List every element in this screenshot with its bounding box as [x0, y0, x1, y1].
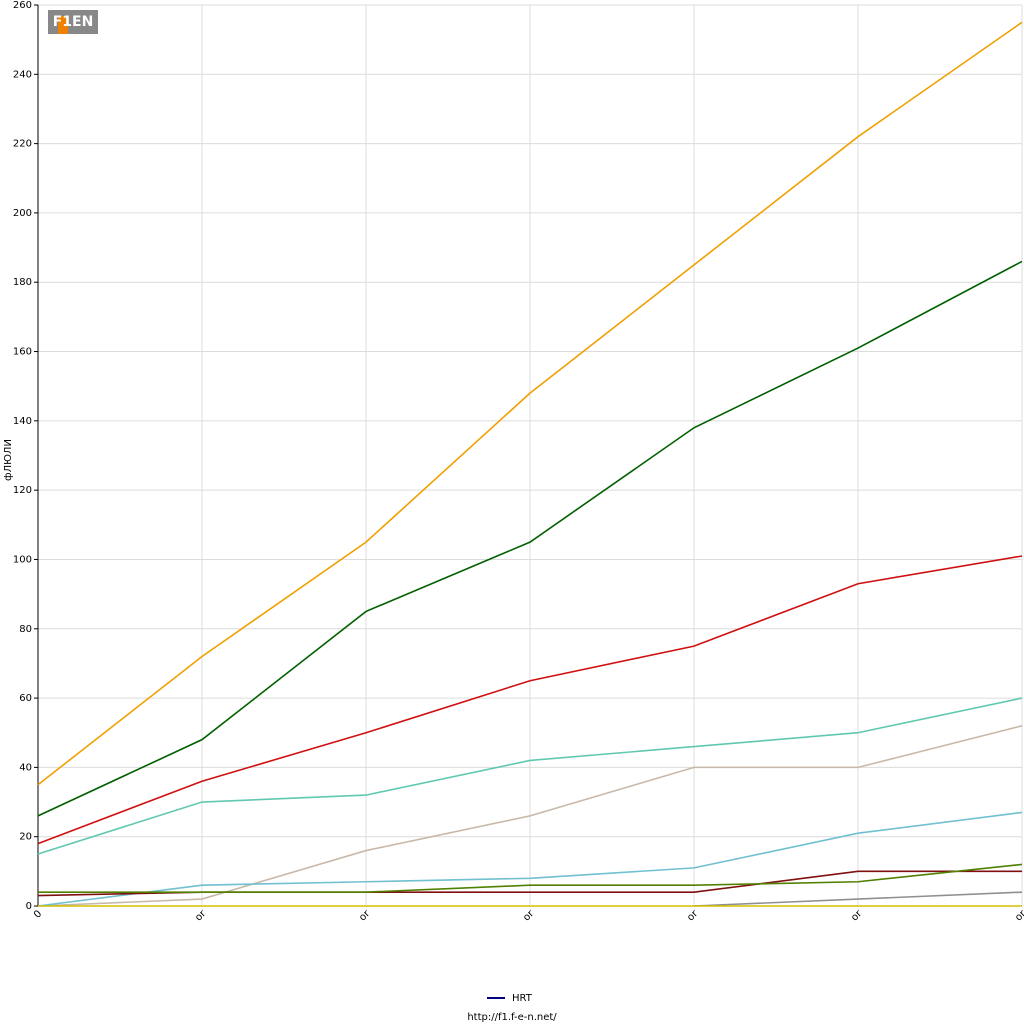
y-tick-label: 80 — [19, 624, 32, 635]
x-tick-label: or — [521, 908, 537, 924]
x-tick-label: or — [849, 908, 865, 924]
y-tick-label: 100 — [13, 554, 32, 565]
x-tick-label: or — [1013, 908, 1024, 924]
logo-bg — [48, 10, 98, 34]
series-line — [37, 21, 1023, 786]
logo-text: F1EN — [53, 14, 94, 30]
series-line — [37, 725, 1023, 907]
y-tick-label: 120 — [13, 485, 32, 496]
series-line — [37, 555, 1023, 845]
y-tick-label: 60 — [19, 693, 32, 704]
footer: http://f1.f-e-n.net/ — [467, 1012, 557, 1023]
x-tick-label: or — [357, 908, 373, 924]
logo-accent — [58, 16, 68, 34]
y-tick-label: 220 — [13, 139, 32, 150]
y-tick-label: 0 — [26, 901, 32, 912]
y-tick-label: 200 — [13, 208, 32, 219]
y-tick-label: 140 — [13, 416, 32, 427]
series-line — [37, 811, 1023, 907]
y-tick-label: 160 — [13, 347, 32, 358]
y-tick-label: 180 — [13, 277, 32, 288]
logo: F1EN — [48, 10, 98, 34]
series-line — [37, 697, 1023, 855]
x-tick-label: or — [193, 908, 209, 924]
x-tick-label: or — [685, 908, 701, 924]
x-tick-label: 0 — [32, 908, 44, 920]
legend-label: HRT — [512, 993, 533, 1004]
series-line — [693, 891, 1023, 907]
y-tick-label: 240 — [13, 69, 32, 80]
series-line — [38, 863, 1023, 893]
series-line — [37, 260, 1023, 817]
y-tick-label: 40 — [19, 762, 32, 773]
y-tick-label: 260 — [13, 0, 32, 11]
y-axis-label: фЛЮЛИ — [3, 439, 14, 481]
y-tick-label: 20 — [19, 832, 32, 843]
